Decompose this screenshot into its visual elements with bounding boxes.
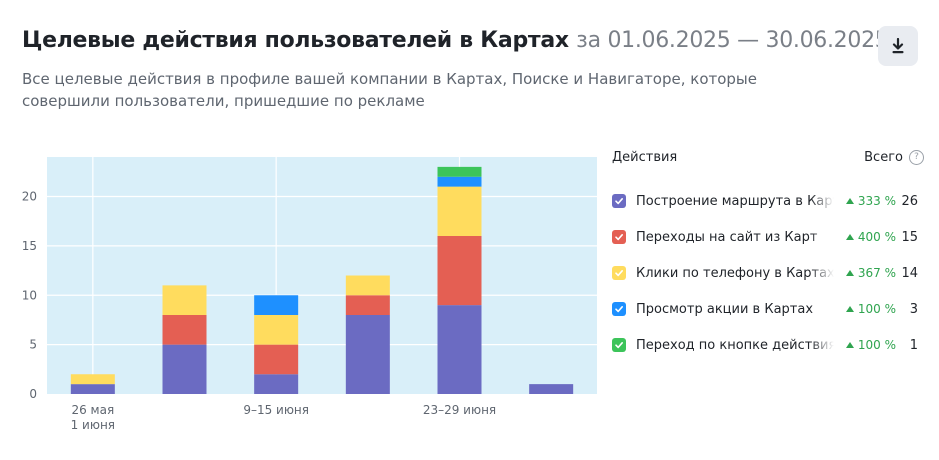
legend-item-change: 100 %: [834, 302, 896, 316]
period-text: за 01.06.2025 — 30.06.2025: [576, 28, 889, 53]
legend-item-label: Построение маршрута в Картах: [636, 193, 834, 209]
triangle-up-icon: [845, 198, 854, 204]
change-value: 333 %: [857, 194, 896, 208]
legend-item-label: Переходы на сайт из Карт: [636, 229, 834, 245]
check-icon: [615, 234, 623, 241]
bar-segment: [437, 186, 482, 236]
bar-segment: [345, 295, 390, 315]
bar-segment: [162, 285, 207, 315]
triangle-up-icon: [845, 306, 854, 312]
bar-segment: [162, 315, 207, 345]
legend-item-label: Просмотр акции в Картах: [636, 301, 834, 317]
bar-segment: [162, 344, 207, 394]
bar-segment: [70, 384, 115, 394]
bar-segment: [254, 295, 299, 315]
x-tick-label: 23–29 июня: [423, 403, 496, 417]
x-tick-label: 1 июня: [71, 418, 115, 432]
legend-item[interactable]: Клики по телефону в Картах 367 % 14: [612, 263, 924, 283]
legend-item-label: Клики по телефону в Картах: [636, 265, 834, 281]
legend-actions-label: Действия: [612, 149, 678, 165]
triangle-up-icon: [845, 234, 854, 240]
download-button[interactable]: [878, 26, 918, 66]
bar-segment: [70, 374, 115, 385]
legend-item-label: Переход по кнопке действия из Карт: [636, 337, 834, 353]
legend-item-total: 15: [901, 229, 918, 245]
legend-item-change: 100 %: [834, 338, 896, 352]
y-tick-label: 10: [22, 288, 37, 302]
y-tick-label: 5: [29, 338, 37, 352]
plot-background: [47, 157, 597, 394]
legend-item-change: 367 %: [834, 266, 896, 280]
legend-checkbox[interactable]: [612, 338, 626, 352]
bar-segment: [437, 166, 482, 177]
legend-item-change: 400 %: [834, 230, 896, 244]
legend-panel: Действия Всего ? Построение маршрута в К…: [612, 146, 924, 353]
download-icon: [892, 38, 904, 54]
check-icon: [615, 270, 623, 277]
triangle-up-icon: [845, 270, 854, 276]
change-value: 100 %: [857, 302, 896, 316]
legend-item-total: 26: [901, 193, 918, 209]
legend-checkbox[interactable]: [612, 266, 626, 280]
page-subtitle: Все целевые действия в профиле вашей ком…: [22, 70, 757, 110]
bar-segment: [254, 344, 299, 375]
x-tick-label: 26 мая: [71, 403, 114, 417]
change-value: 100 %: [857, 338, 896, 352]
legend-total-label: Всего: [864, 149, 903, 165]
bar-segment: [437, 305, 482, 394]
legend-checkbox[interactable]: [612, 302, 626, 316]
legend-checkbox[interactable]: [612, 194, 626, 208]
bar-segment: [345, 275, 390, 296]
title-text: Целевые действия пользователей в Картах: [22, 28, 569, 53]
bar-segment: [254, 374, 299, 394]
legend-item-total: 3: [909, 301, 918, 317]
x-tick-label: 9–15 июня: [243, 403, 309, 417]
check-icon: [615, 306, 623, 313]
y-tick-label: 0: [29, 387, 37, 401]
help-glyph: ?: [914, 152, 919, 162]
legend-item[interactable]: Переход по кнопке действия из Карт 100 % 1: [612, 335, 924, 355]
page-title: Целевые действия пользователей в Картах …: [22, 28, 889, 53]
legend-item-total: 14: [901, 265, 918, 281]
check-icon: [615, 198, 623, 205]
bar-segment: [437, 176, 482, 187]
bar-segment: [529, 384, 574, 394]
legend-checkbox[interactable]: [612, 230, 626, 244]
y-tick-label: 15: [22, 239, 37, 253]
question-circle-icon[interactable]: ?: [909, 149, 924, 165]
legend-item[interactable]: Построение маршрута в Картах 333 % 26: [612, 191, 924, 211]
bar-segment: [437, 236, 482, 306]
legend-header: Действия Всего ?: [612, 146, 924, 168]
legend-item[interactable]: Переходы на сайт из Карт 400 % 15: [612, 227, 924, 247]
legend-item[interactable]: Просмотр акции в Картах 100 % 3: [612, 299, 924, 319]
change-value: 367 %: [857, 266, 896, 280]
legend-item-change: 333 %: [834, 194, 896, 208]
triangle-up-icon: [845, 342, 854, 348]
change-value: 400 %: [857, 230, 896, 244]
y-tick-label: 20: [22, 190, 37, 204]
bar-segment: [345, 315, 390, 394]
check-icon: [615, 342, 623, 349]
bar-segment: [254, 315, 299, 345]
legend-item-total: 1: [909, 337, 918, 353]
